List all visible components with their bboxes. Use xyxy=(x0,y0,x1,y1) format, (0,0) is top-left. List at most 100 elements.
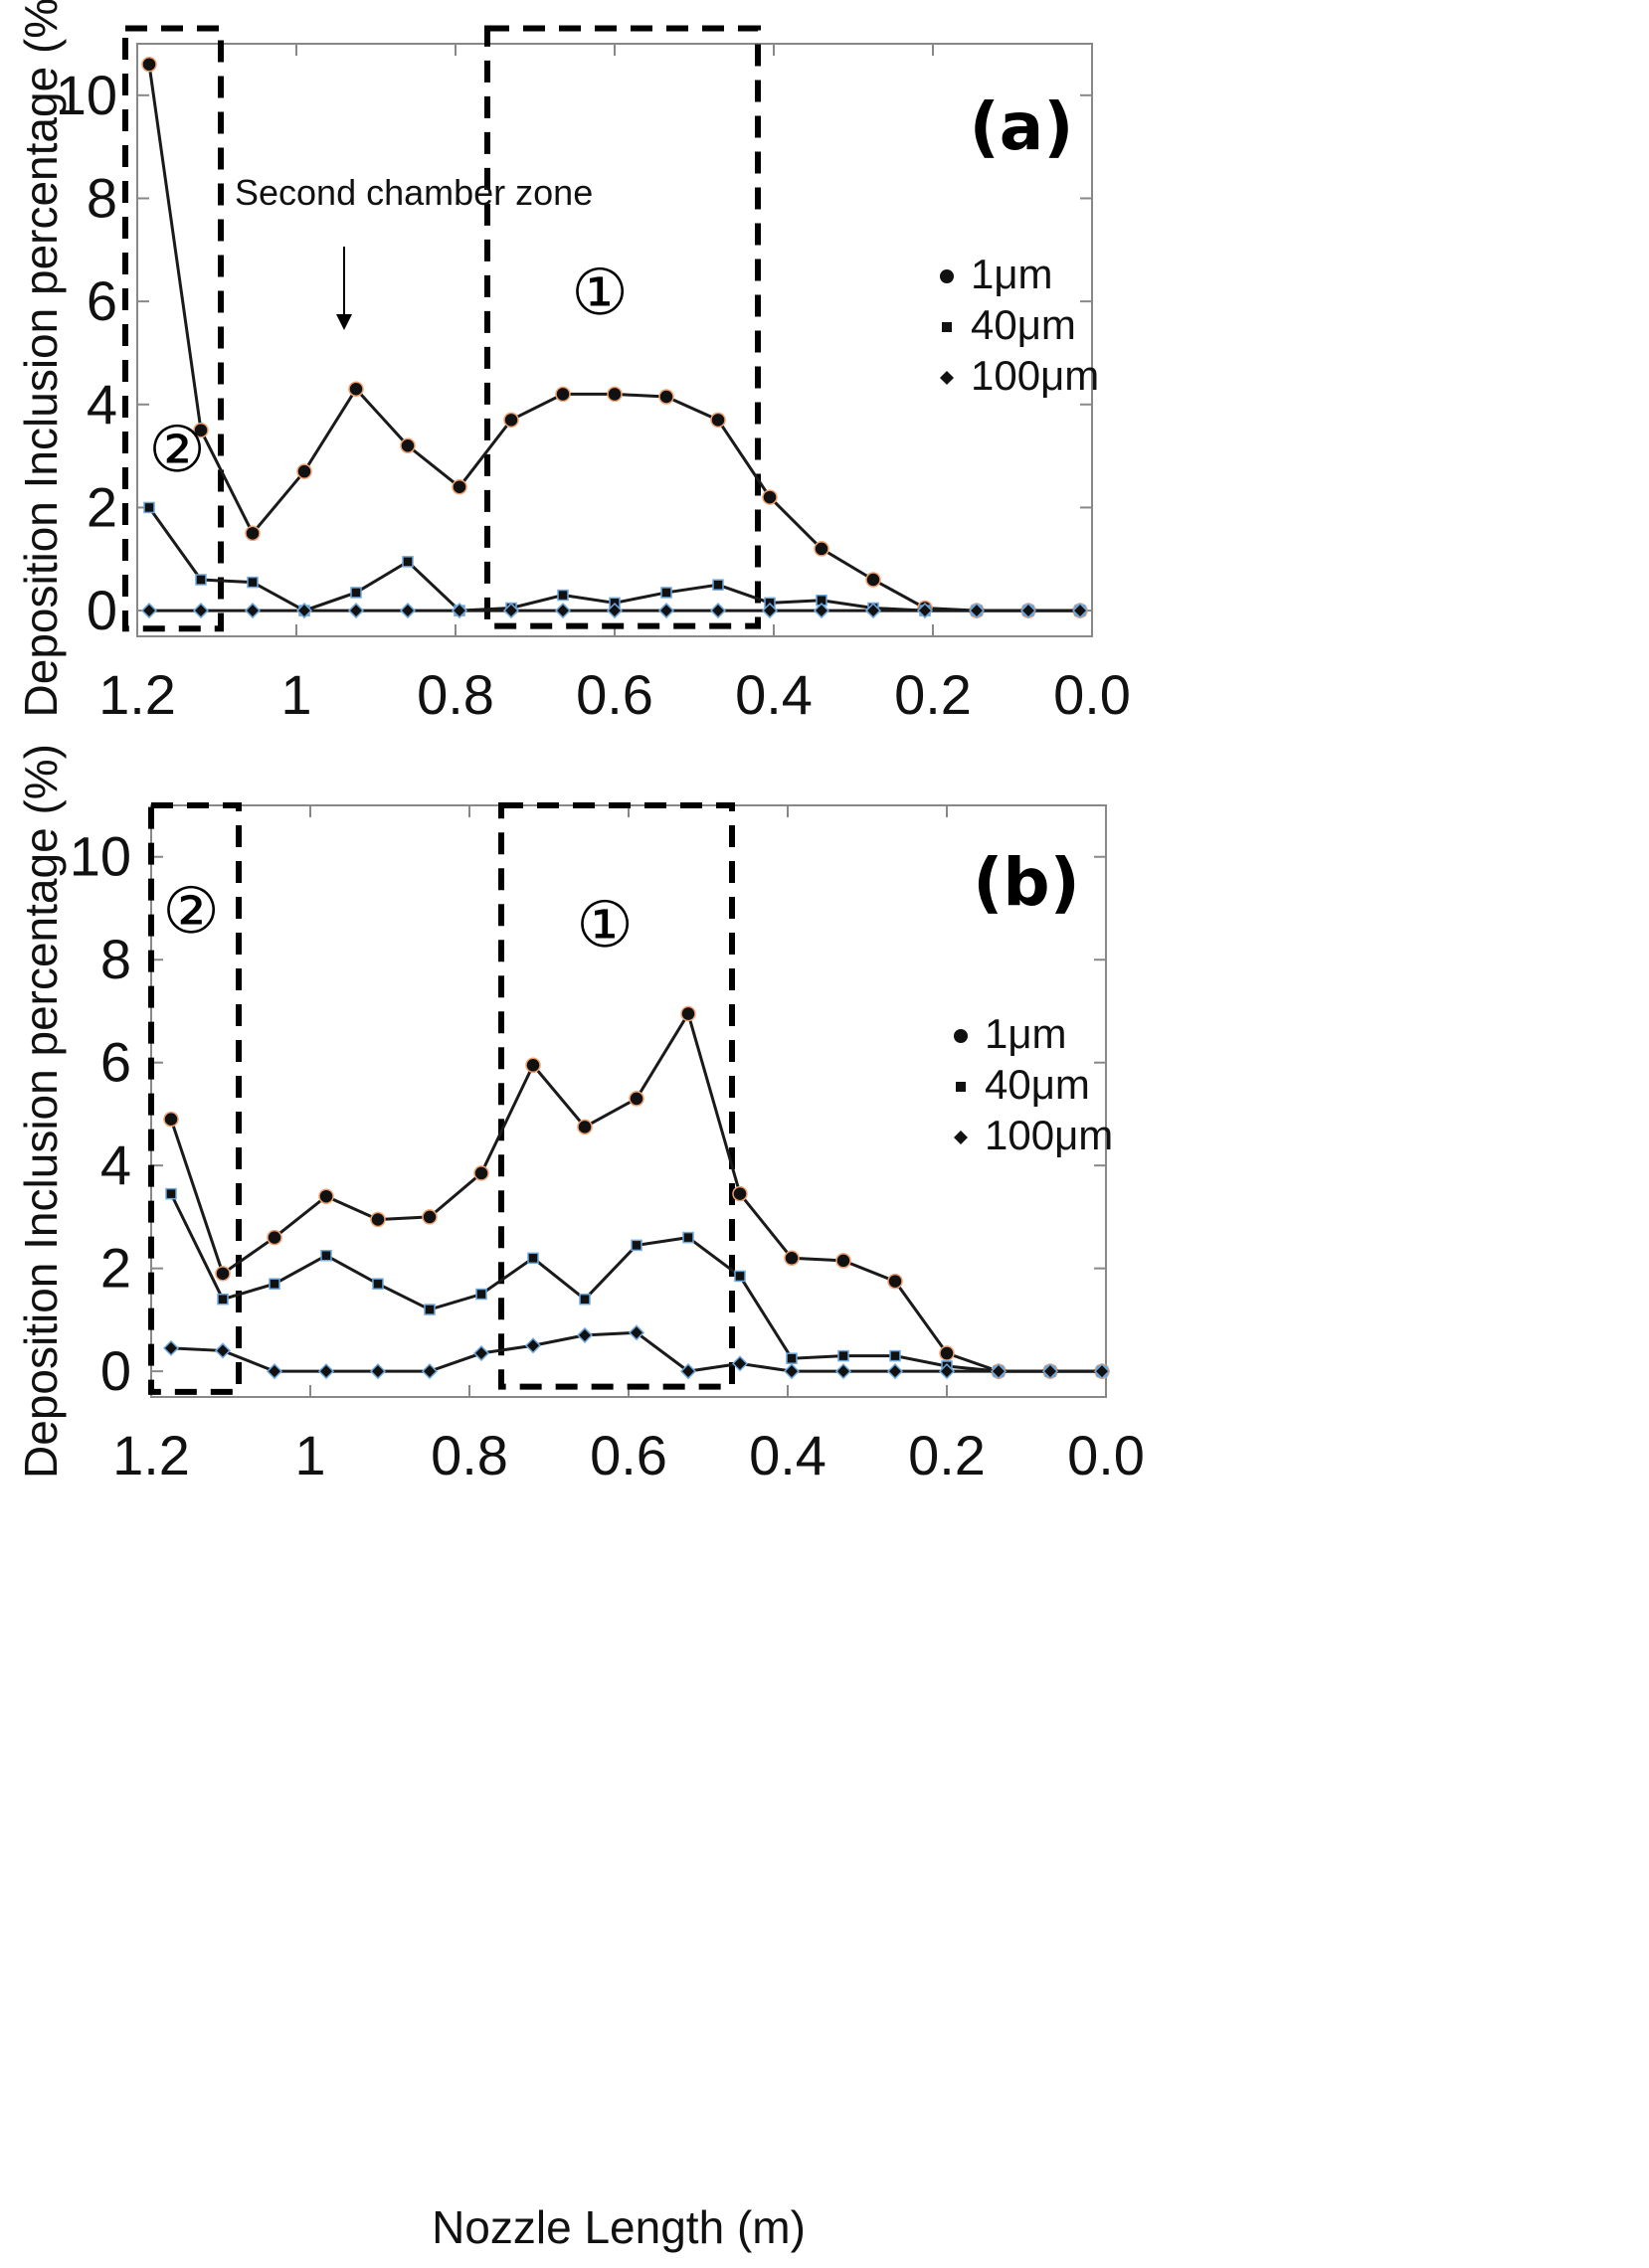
data-point xyxy=(990,1363,1008,1380)
data-point xyxy=(527,1252,539,1265)
series-b xyxy=(162,1005,1111,1380)
y-tick-label: 10 xyxy=(56,64,117,126)
data-point xyxy=(1041,1363,1059,1380)
data-point xyxy=(347,603,365,619)
data-point xyxy=(712,579,724,591)
data-point xyxy=(834,1363,852,1380)
data-point xyxy=(475,1288,487,1301)
x-axis-label: Nozzle Length (m) xyxy=(432,2201,806,2253)
x-tick-label: 0.0 xyxy=(1053,663,1131,726)
data-point xyxy=(813,603,830,619)
legend-label: 100μm xyxy=(971,352,1099,399)
legend-label: 100μm xyxy=(985,1112,1113,1158)
second-chamber-annotation: Second chamber zone xyxy=(235,172,593,213)
x-tick-label: 1 xyxy=(294,1424,325,1486)
data-point xyxy=(503,412,519,429)
data-point xyxy=(938,1363,956,1380)
data-point xyxy=(267,1229,282,1246)
y-tick-label: 2 xyxy=(100,1237,131,1300)
panel-label-b: (b) xyxy=(973,844,1080,921)
data-point xyxy=(682,1231,694,1244)
data-point xyxy=(889,1349,901,1362)
data-point xyxy=(916,603,934,619)
y-tick-label: 4 xyxy=(100,1134,131,1196)
series-line-0 xyxy=(147,64,1080,612)
data-point xyxy=(524,1337,542,1354)
data-point xyxy=(784,1250,800,1267)
data-point xyxy=(452,478,467,495)
data-point xyxy=(660,587,672,599)
data-point xyxy=(502,603,520,619)
panel-b: 0 2 4 6 8 10 1.2 1 0.8 0.6 0.4 0.2 0.0 Deposition I… xyxy=(15,744,1145,1486)
zone-box xyxy=(498,802,735,1390)
data-point xyxy=(576,1326,594,1343)
data-point xyxy=(761,603,779,619)
zone-box xyxy=(484,25,761,629)
data-point xyxy=(579,1293,591,1306)
legend-label: 1μm xyxy=(971,251,1053,297)
panel-label-a: (a) xyxy=(970,88,1074,165)
data-point xyxy=(731,1355,749,1372)
x-tick-label: 1.2 xyxy=(112,1424,190,1486)
data-point xyxy=(402,556,414,568)
data-point xyxy=(557,589,569,602)
legend-marker xyxy=(940,269,954,283)
data-point xyxy=(247,576,259,589)
legend-marker xyxy=(954,1029,968,1043)
y-tick-label: 4 xyxy=(87,373,117,436)
legend-label: 1μm xyxy=(985,1010,1067,1057)
data-point xyxy=(451,603,468,619)
data-point xyxy=(837,1349,849,1362)
data-point xyxy=(143,501,155,514)
x-tick-label: 1 xyxy=(280,663,311,726)
legend-marker xyxy=(942,322,952,332)
data-point xyxy=(734,1270,746,1283)
data-point xyxy=(266,1363,283,1380)
data-point xyxy=(1019,603,1037,619)
x-tick-label: 0.4 xyxy=(749,1424,826,1486)
zone-2-label-b: ② xyxy=(162,875,219,949)
data-point xyxy=(320,1249,332,1262)
x-tick-label: 0.8 xyxy=(431,1424,508,1486)
data-point xyxy=(606,603,624,619)
data-point xyxy=(192,603,210,619)
legend-marker xyxy=(954,1131,968,1144)
data-point xyxy=(162,1339,180,1356)
data-point xyxy=(214,1342,232,1359)
data-point xyxy=(628,1324,645,1341)
data-point xyxy=(762,489,778,505)
data-point xyxy=(269,1278,280,1290)
data-point xyxy=(631,1239,642,1252)
x-tick-label: 0.0 xyxy=(1067,1424,1145,1486)
data-point xyxy=(783,1363,801,1380)
y-axis-label-a: Deposition Inclusion percentage (%) xyxy=(15,0,67,717)
y-tick-label: 2 xyxy=(87,475,117,538)
data-point xyxy=(193,422,209,438)
data-point xyxy=(629,1091,644,1107)
annotation-arrowhead xyxy=(336,314,352,330)
data-point xyxy=(607,386,623,403)
data-point xyxy=(195,574,207,586)
x-tick-label: 0.6 xyxy=(576,663,653,726)
data-point xyxy=(422,1209,438,1225)
data-point xyxy=(554,603,572,619)
data-point xyxy=(399,603,417,619)
x-tick-label: 0.4 xyxy=(735,663,813,726)
data-point xyxy=(369,1363,387,1380)
panel-a: 0 2 4 6 8 10 1.2 1 0.8 0.6 0.4 0.2 0.0 Deposition I… xyxy=(15,0,1131,726)
data-point xyxy=(350,587,362,599)
data-point xyxy=(348,381,364,397)
legend-label: 40μm xyxy=(971,301,1076,348)
zone-1-label-a: ① xyxy=(571,257,628,330)
x-tick-label: 1.2 xyxy=(98,663,176,726)
legend-marker xyxy=(940,371,954,385)
data-point xyxy=(658,389,674,405)
legend-label: 40μm xyxy=(985,1061,1090,1108)
legend-marker xyxy=(956,1082,966,1092)
data-point xyxy=(555,386,571,403)
data-point xyxy=(887,1273,903,1290)
data-point xyxy=(472,1344,490,1362)
y-tick-label: 10 xyxy=(70,825,131,888)
data-point xyxy=(886,1363,904,1380)
